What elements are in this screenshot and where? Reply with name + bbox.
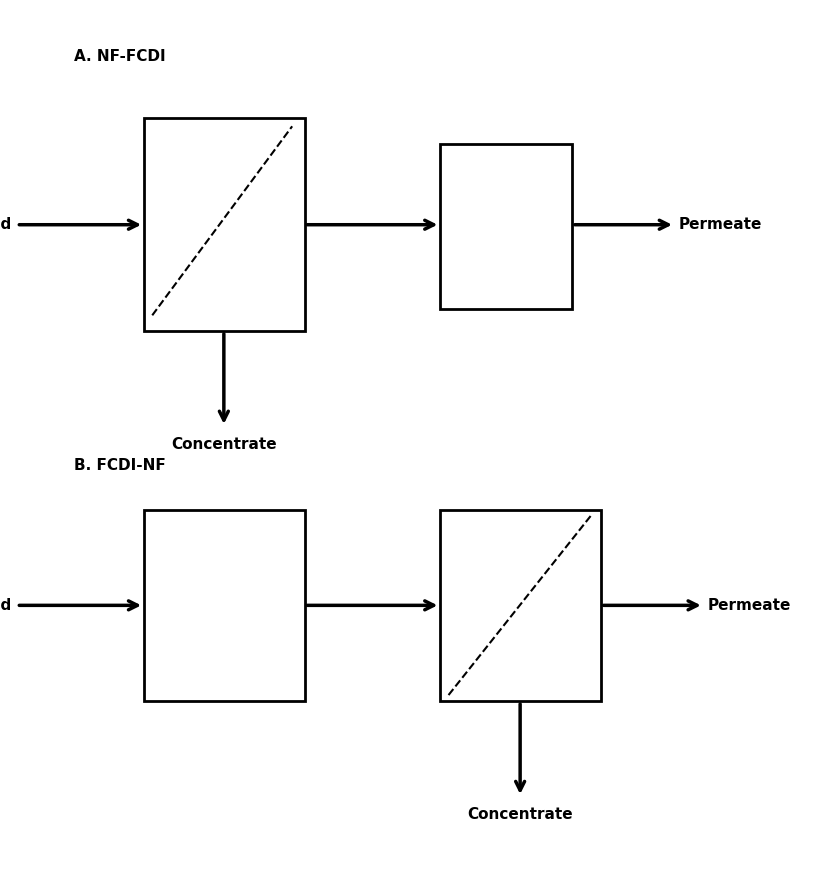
Text: B. FCDI-NF: B. FCDI-NF: [74, 458, 165, 474]
Bar: [144, 118, 305, 331]
Text: Feed: Feed: [0, 598, 12, 613]
Bar: [440, 510, 601, 701]
Text: Permeate: Permeate: [708, 598, 791, 613]
Text: Feed: Feed: [0, 217, 12, 233]
Bar: [144, 510, 305, 701]
Text: Concentrate: Concentrate: [467, 807, 573, 822]
Text: A. NF-FCDI: A. NF-FCDI: [74, 49, 165, 64]
Text: Concentrate: Concentrate: [171, 437, 277, 452]
Text: Permeate: Permeate: [679, 217, 762, 233]
Bar: [440, 144, 572, 309]
